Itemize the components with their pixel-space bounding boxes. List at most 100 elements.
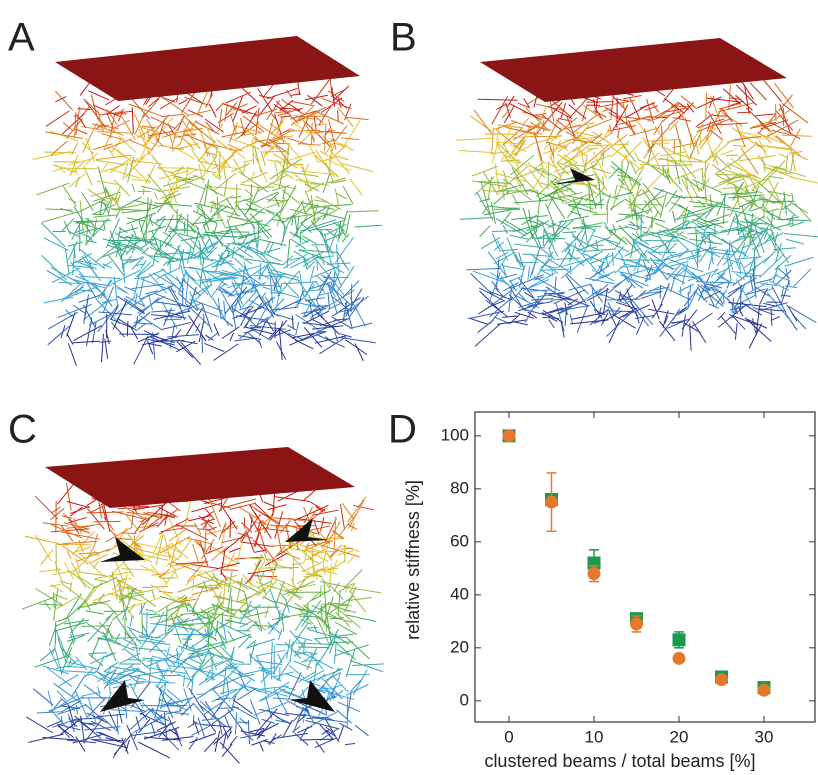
beam xyxy=(220,210,240,216)
beam xyxy=(153,256,155,266)
beam xyxy=(66,666,85,667)
beam xyxy=(583,249,615,252)
panel-label: A xyxy=(8,16,35,60)
beam xyxy=(475,324,500,346)
beam xyxy=(295,215,298,233)
beam xyxy=(316,276,329,300)
beam xyxy=(347,554,356,563)
beam xyxy=(337,193,347,198)
beam xyxy=(746,108,770,131)
beam xyxy=(240,718,248,724)
beam xyxy=(500,274,517,279)
marker xyxy=(673,633,686,646)
beam xyxy=(785,257,814,266)
beam xyxy=(581,104,602,119)
beam xyxy=(169,563,176,570)
plate xyxy=(55,36,360,101)
beam xyxy=(59,282,84,284)
beam xyxy=(206,94,213,108)
beam xyxy=(230,333,234,341)
beam xyxy=(301,726,308,738)
beam xyxy=(355,343,363,361)
beam xyxy=(188,275,197,281)
beam xyxy=(341,163,373,171)
beam xyxy=(169,518,181,545)
beam xyxy=(216,563,239,569)
y-tick-label: 0 xyxy=(460,690,469,709)
panel-label: C xyxy=(8,408,37,452)
beam xyxy=(304,507,309,519)
beam xyxy=(178,144,199,149)
beam xyxy=(169,529,186,541)
beam xyxy=(719,175,744,183)
beam xyxy=(728,216,735,236)
beam xyxy=(254,520,263,547)
beam xyxy=(217,196,218,218)
beam xyxy=(577,305,588,333)
beam xyxy=(298,647,328,648)
beam xyxy=(129,604,135,612)
beam xyxy=(321,98,351,108)
beam xyxy=(48,691,52,707)
beam xyxy=(786,239,804,244)
beam xyxy=(338,110,339,122)
beam xyxy=(62,532,100,539)
beam xyxy=(710,130,723,140)
beam xyxy=(235,712,236,734)
beam xyxy=(106,612,114,619)
beam xyxy=(214,224,217,233)
beam xyxy=(60,581,71,584)
beam xyxy=(276,645,292,646)
beam xyxy=(292,122,312,135)
beam xyxy=(759,140,767,156)
beam xyxy=(570,314,572,323)
beam xyxy=(338,725,343,740)
beam xyxy=(193,574,194,590)
beam xyxy=(671,202,691,211)
beam xyxy=(235,226,243,236)
beam xyxy=(214,146,230,167)
beam xyxy=(267,88,298,98)
arrows xyxy=(100,168,595,712)
beam xyxy=(502,266,522,270)
beam xyxy=(790,177,818,184)
beam xyxy=(721,316,736,334)
beam xyxy=(137,543,164,548)
y-tick-label: 80 xyxy=(450,478,469,497)
beam xyxy=(538,246,555,259)
beam xyxy=(466,268,500,270)
beam xyxy=(292,316,293,330)
beam xyxy=(278,654,282,664)
beam xyxy=(587,102,614,103)
beam xyxy=(512,194,518,205)
beam xyxy=(172,617,211,624)
beam xyxy=(659,321,675,341)
beam xyxy=(682,178,694,203)
beam xyxy=(456,138,493,140)
beam xyxy=(570,211,581,215)
beam xyxy=(165,268,180,275)
beam xyxy=(271,667,272,679)
beam xyxy=(151,310,175,312)
beam xyxy=(648,309,674,314)
beam xyxy=(147,174,166,197)
beam xyxy=(220,742,240,763)
beam xyxy=(68,601,86,618)
beam xyxy=(225,716,232,733)
beam xyxy=(132,184,135,192)
beam xyxy=(199,674,214,685)
beam xyxy=(268,615,287,628)
beam xyxy=(69,173,85,187)
beam xyxy=(162,114,184,116)
beam xyxy=(347,211,379,212)
beam xyxy=(119,136,136,152)
beam xyxy=(72,341,100,343)
beam xyxy=(494,191,510,204)
beam xyxy=(343,186,353,204)
beam xyxy=(763,303,777,306)
beam xyxy=(145,609,155,611)
beam xyxy=(42,255,67,279)
beam xyxy=(137,324,145,330)
beam xyxy=(184,110,211,116)
beam xyxy=(760,254,785,278)
